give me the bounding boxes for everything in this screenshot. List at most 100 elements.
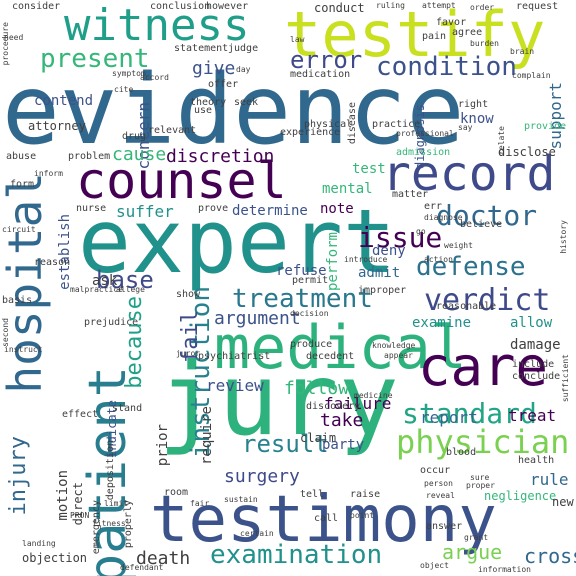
word-stand: stand [112,403,143,414]
word-use: use [194,105,213,116]
word-conclude: conclude [512,371,561,382]
word-medical: medical [214,313,467,383]
word-limit: limit [104,499,129,508]
word-cite: cite [114,85,134,94]
word-standard: standard [402,397,537,430]
word-order: order [470,3,495,12]
word-procedure: procedure [1,22,10,66]
word-examine: examine [412,315,472,331]
word-refuse: refuse [276,263,327,279]
word-theory: theory [190,97,227,108]
word-new: new [552,495,574,509]
word-show: show [176,289,201,300]
word-death: death [136,548,191,569]
word-permit: permit [292,275,329,286]
word-tell: tell [300,489,325,500]
word-pain: pain [422,31,447,42]
word-sure: sure [470,473,490,482]
word-brain: brain [510,47,535,56]
word-error: error [290,46,363,74]
word-judge: judge [228,43,259,54]
word-go: go [416,227,426,236]
word-conduct: conduct [314,1,365,15]
word-expert: expert [78,190,396,293]
word-surgery: surgery [224,466,300,487]
word-test: test [352,161,386,177]
word-mental: mental [322,181,373,197]
word-day: day [236,65,251,74]
word-reveal: reveal [426,491,455,500]
word-sufficient: sufficient [561,354,570,403]
word-grant: grant [464,533,489,542]
word-allow: allow [510,315,553,331]
word-object: object [420,561,449,570]
word-attorney: attorney [28,119,86,133]
word-condition: condition [376,52,517,82]
word-proper: proper [466,481,495,490]
word-care: care [418,335,549,398]
word-accord: accord [140,73,169,82]
word-occur: occur [420,465,451,476]
word-landing: landing [22,539,56,548]
word-prove: prove [198,203,229,214]
word-establish: establish [57,214,73,290]
word-give: give [192,58,236,79]
word-answer: answer [426,521,463,532]
word-medicine: medicine [354,391,393,400]
word-note: note [320,201,354,217]
word-abuse: abuse [6,151,37,162]
word-take: take [320,410,364,431]
word-conclusion: conclusion [150,1,211,12]
word-offer: offer [208,79,239,90]
word-base: base [96,266,154,294]
word-rule: rule [530,470,569,489]
word-determine: determine [232,203,308,219]
word-result: result [242,430,329,458]
word-statement: statement [174,43,229,54]
word-need: need [4,33,24,42]
word-introduce: introduce [344,255,388,264]
word-room: room [164,487,189,498]
word-witness: witness [64,0,250,51]
word-professional: professional [396,129,454,138]
word-decedent: decedent [306,351,355,362]
word-reasonable: reasonable [436,301,497,312]
word-include: include [512,359,555,370]
word-damage: damage [510,337,561,353]
word-practice: practice [372,119,421,130]
word-physician: physician [396,423,570,461]
word-record: record [382,146,556,202]
word-point: point [350,511,375,520]
word-sustain: sustain [224,495,258,504]
word-law: law [290,35,305,44]
word-defense: defense [416,252,526,282]
word-say: say [458,123,473,132]
word-juror: juror [176,349,201,358]
word-effect: effect [62,409,99,420]
word-examination: examination [210,540,383,570]
word-relate: relate [497,126,506,155]
word-problem: problem [68,151,111,162]
word-however: however [206,1,249,12]
word-health: health [518,455,555,466]
word-discretion: discretion [166,146,275,167]
word-agree: agree [452,27,483,38]
word-present: present [40,44,150,74]
word-blood: blood [446,447,477,458]
word-cause: cause [112,144,167,165]
word-defendant: defendant [120,563,164,572]
word-right: right [458,99,489,110]
word-ask: ask [92,273,118,289]
word-physical: physical [304,119,353,130]
word-medication: medication [290,69,351,80]
word-motion: motion [55,470,71,521]
word-testimony: testimony [150,483,497,557]
word-negligence: negligence [484,489,557,503]
word-burden: burden [470,39,499,48]
word-review: review [206,376,264,395]
word-prior: prior [155,424,171,467]
word-psychiatrist: psychiatrist [198,351,271,362]
word-allege: allege [116,285,145,294]
word-provide: provide [524,121,567,132]
word-produce: produce [290,339,333,350]
